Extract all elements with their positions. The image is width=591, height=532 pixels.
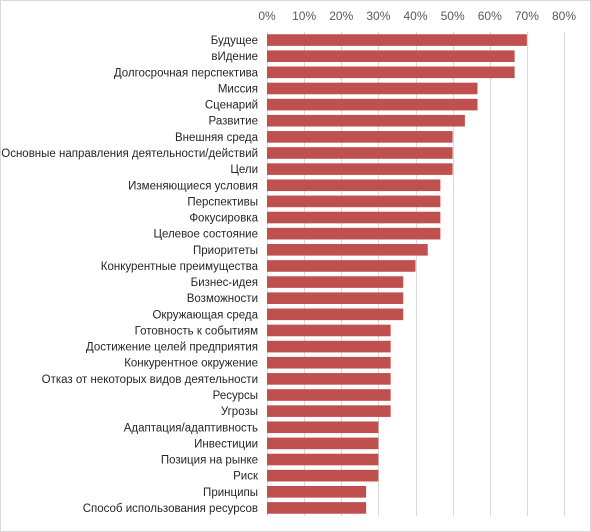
category-label: Ресурсы — [213, 390, 258, 402]
bar — [267, 147, 453, 159]
category-label: Позиция на рынке — [161, 455, 258, 467]
bar — [267, 421, 379, 434]
bar — [267, 356, 391, 369]
bar — [267, 276, 404, 288]
category-label: Целевое состояние — [153, 229, 258, 241]
bar — [267, 324, 391, 337]
bars — [267, 34, 527, 514]
category-label: Цели — [230, 164, 258, 176]
bar — [267, 50, 515, 63]
x-tick-label: 0% — [258, 9, 276, 23]
category-label: Миссия — [218, 83, 258, 95]
bar — [267, 437, 379, 450]
bar — [267, 373, 391, 385]
category-label: Окружающая среда — [152, 309, 258, 321]
category-label: Принципы — [203, 487, 258, 499]
category-label: вИдение — [211, 51, 258, 63]
category-label: Приоритеты — [193, 245, 258, 257]
category-label: Будущее — [211, 35, 258, 47]
bar — [267, 82, 478, 95]
bar — [267, 485, 367, 498]
x-tick-label: 10% — [292, 9, 316, 23]
x-tick-label: 40% — [403, 9, 427, 23]
category-label: Отказ от некоторых видов деятельности — [42, 374, 258, 386]
bar — [267, 469, 379, 482]
bar — [267, 502, 367, 514]
bar — [267, 34, 527, 46]
category-label: Основные направления деятельности/действ… — [1, 148, 258, 160]
bar — [267, 243, 428, 256]
category-label: Изменяющиеся условия — [128, 180, 258, 192]
bar — [267, 66, 515, 79]
bar — [267, 340, 391, 353]
bar — [267, 179, 441, 192]
category-label: Возможности — [187, 293, 258, 305]
x-tick-label: 50% — [441, 9, 465, 23]
category-label: Развитие — [209, 116, 258, 128]
category-label: Перспективы — [187, 196, 258, 208]
category-label: Риск — [233, 471, 259, 483]
gridlines — [267, 32, 565, 516]
category-label: Готовность к событиям — [135, 325, 258, 337]
category-label: Конкурентное окружение — [124, 358, 258, 370]
x-tick-label: 70% — [515, 9, 539, 23]
category-label: Фокусировка — [189, 213, 258, 225]
category-label: Способ использования ресурсов — [83, 503, 258, 515]
bar — [267, 211, 441, 224]
category-label: Угрозы — [221, 406, 258, 418]
bar — [267, 195, 441, 208]
bar — [267, 260, 416, 272]
category-labels: Будущее вИдение Долгосрочная перспектива Ми… — [1, 35, 259, 515]
category-label: Достижение целей предприятия — [86, 342, 258, 354]
category-label: Инвестиции — [194, 438, 258, 450]
bar — [267, 131, 453, 143]
bar — [267, 114, 465, 127]
category-label: Бизнес-идея — [191, 277, 258, 289]
x-tick-label: 80% — [552, 9, 576, 23]
category-label: Конкурентные преимущества — [101, 261, 259, 273]
x-tick-label: 60% — [478, 9, 502, 23]
bar — [267, 292, 404, 305]
category-label: Адаптация/адаптивность — [124, 422, 258, 434]
x-axis-ticks: 0% 10% 20% 30% 40% 50% 60% 70% 80% — [258, 9, 576, 23]
x-tick-label: 20% — [329, 9, 353, 23]
bar — [267, 227, 441, 240]
bar — [267, 389, 391, 401]
bar — [267, 453, 379, 466]
category-label: Долгосрочная перспектива — [114, 67, 259, 79]
x-tick-label: 30% — [366, 9, 390, 23]
category-label: Внешняя среда — [175, 132, 259, 144]
bar — [267, 308, 404, 321]
bar — [267, 98, 478, 111]
bar — [267, 163, 453, 175]
bar — [267, 405, 391, 417]
category-label: Сценарий — [205, 100, 258, 112]
